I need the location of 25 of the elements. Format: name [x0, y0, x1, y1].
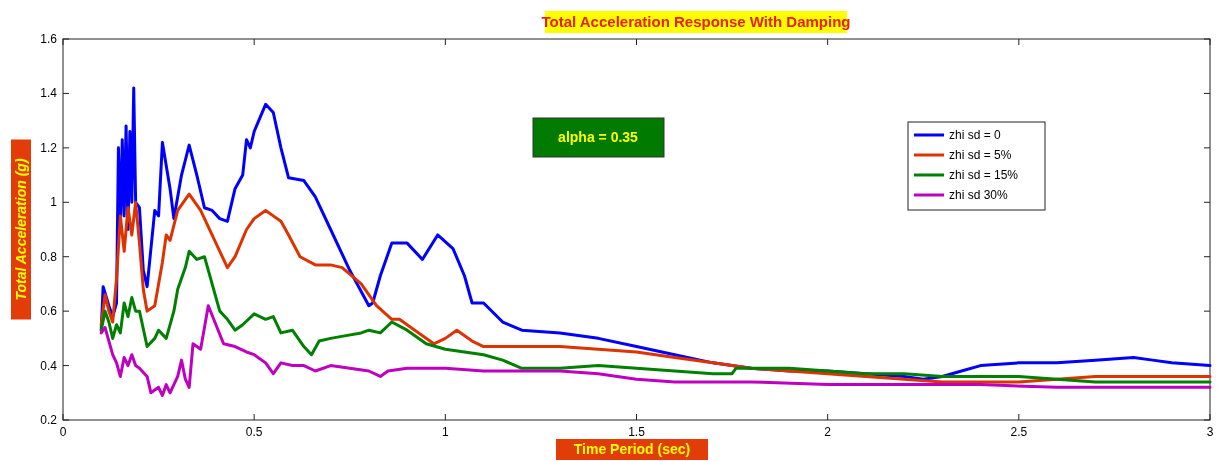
annotation: alpha = 0.35	[558, 129, 639, 145]
line-series	[99, 304, 1212, 398]
y-axis-title: Total Acceleration (g)	[13, 158, 29, 301]
y-tick-label: 0.4	[40, 358, 58, 373]
y-tick-label: 1	[50, 195, 58, 210]
x-tick-label: 2.5	[1010, 425, 1028, 439]
line-series	[99, 249, 1212, 384]
y-tick-label: 0.8	[40, 249, 58, 264]
y-tick-label: 0.2	[40, 413, 58, 427]
y-tick-label: 0.6	[40, 304, 58, 319]
x-tick-label: 3	[1206, 425, 1214, 439]
x-axis-title: Time Period (sec)	[573, 441, 691, 457]
x-tick-label: 1	[441, 425, 449, 439]
y-tick-label: 1.2	[40, 140, 58, 155]
line-series	[99, 192, 1212, 384]
x-tick-label: 0	[59, 425, 67, 439]
x-tick-label: 1.5	[628, 425, 646, 439]
legend-label: zhi sd = 0	[949, 128, 1002, 142]
y-tick-label: 1.6	[40, 32, 58, 46]
x-tick-label: 2	[824, 425, 832, 439]
legend-label: zhi sd = 15%	[949, 168, 1019, 182]
legend-label: zhi sd = 5%	[949, 148, 1012, 162]
x-tick-label: 0.5	[245, 425, 263, 439]
y-tick-label: 1.4	[40, 86, 58, 101]
legend-label: zhi sd 30%	[949, 188, 1009, 202]
